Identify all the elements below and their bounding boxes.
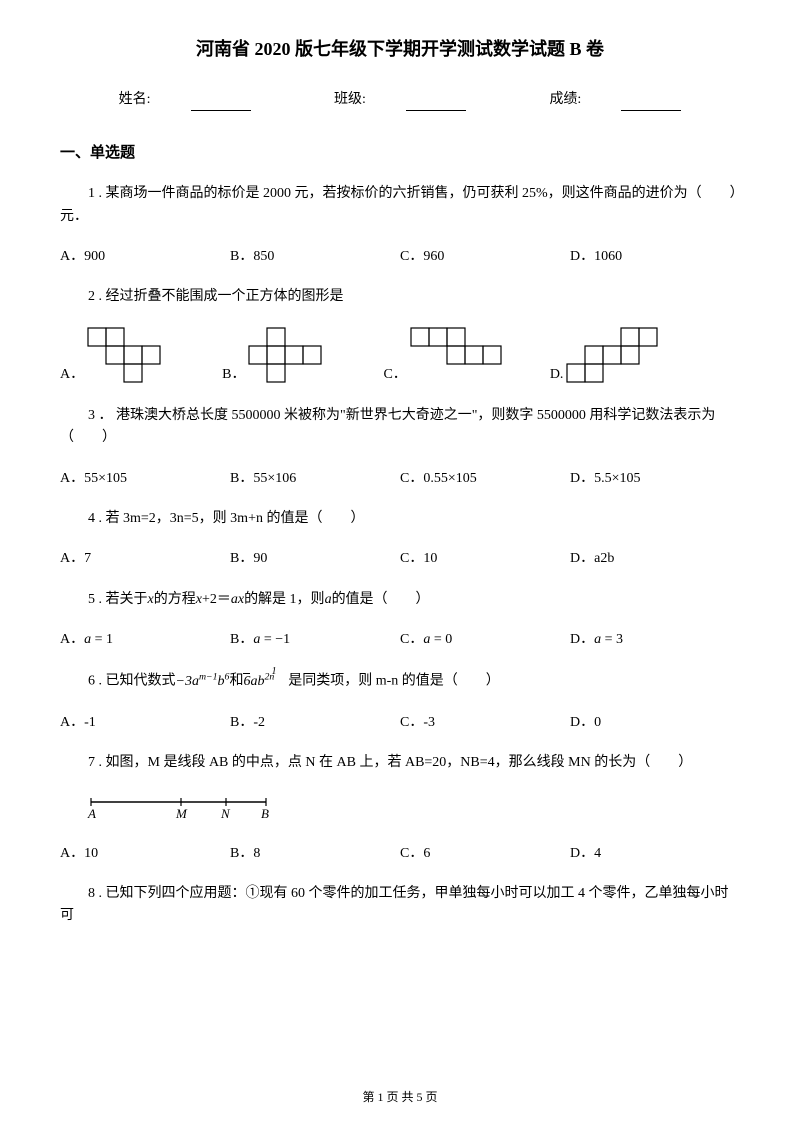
q4-opt-d: D．a2b xyxy=(570,548,740,570)
q2-opt-b: B． xyxy=(222,327,343,387)
svg-text:N: N xyxy=(220,806,231,821)
q6-options: A．-1 B．-2 C．-3 D．0 xyxy=(60,712,740,734)
q3-opt-b: B．55×106 xyxy=(230,468,400,490)
q1-opt-a: A．900 xyxy=(60,246,230,268)
cube-net-a-icon xyxy=(87,327,182,387)
class-field: 班级: xyxy=(314,92,486,107)
question-2: 2 . 经过折叠不能围成一个正方体的图形是 xyxy=(60,286,740,308)
page-footer: 第 1 页 共 5 页 xyxy=(60,1088,740,1107)
question-1: 1 . 某商场一件商品的标价是 2000 元，若按标价的六折销售，仍可获利 25… xyxy=(60,183,740,228)
q3-opt-a: A．55×105 xyxy=(60,468,230,490)
q7-opt-a: A．10 xyxy=(60,843,230,865)
name-field: 姓名: xyxy=(99,92,271,107)
question-8: 8 . 已知下列四个应用题：①现有 60 个零件的加工任务，甲单独每小时可以加工… xyxy=(60,883,740,928)
q4-opt-c: C．10 xyxy=(400,548,570,570)
svg-text:M: M xyxy=(175,806,188,821)
section-1-header: 一、单选题 xyxy=(60,141,740,165)
q3-opt-c: C．0.55×105 xyxy=(400,468,570,490)
question-5: 5 . 若关于x的方程x+2＝ax的解是 1，则a的值是（ ） xyxy=(60,589,740,611)
cube-net-b-icon xyxy=(248,327,343,387)
q1-opt-c: C．960 xyxy=(400,246,570,268)
q4-options: A．7 B．90 C．10 D．a2b xyxy=(60,548,740,570)
q7-options: A．10 B．8 C．6 D．4 xyxy=(60,843,740,865)
cube-net-d-icon xyxy=(566,327,666,387)
q5-options: A．a = 1 B．a = −1 C．a = 0 D．a = 3 xyxy=(60,629,740,651)
q2-opt-a: A． xyxy=(60,327,182,387)
q6-opt-b: B．-2 xyxy=(230,712,400,734)
q3-options: A．55×105 B．55×106 C．0.55×105 D．5.5×105 xyxy=(60,468,740,490)
q7-opt-c: C．6 xyxy=(400,843,570,865)
q6-opt-d: D．0 xyxy=(570,712,740,734)
svg-text:A: A xyxy=(87,806,96,821)
segment-ab-icon: A M N B xyxy=(86,792,286,822)
q5-opt-d: D．a = 3 xyxy=(570,629,740,651)
svg-text:B: B xyxy=(261,806,269,821)
exam-title: 河南省 2020 版七年级下学期开学测试数学试题 B 卷 xyxy=(60,35,740,64)
q4-opt-b: B．90 xyxy=(230,548,400,570)
q1-opt-d: D．1060 xyxy=(570,246,740,268)
line-segment-diagram: A M N B xyxy=(86,792,740,830)
q7-opt-b: B．8 xyxy=(230,843,400,865)
score-field: 成绩: xyxy=(529,92,701,107)
q2-opt-c: C． xyxy=(383,327,509,387)
q5-opt-a: A．a = 1 xyxy=(60,629,230,651)
q6-opt-c: C．-3 xyxy=(400,712,570,734)
q1-opt-b: B．850 xyxy=(230,246,400,268)
cube-net-c-icon xyxy=(410,327,510,387)
q1-options: A．900 B．850 C．960 D．1060 xyxy=(60,246,740,268)
q5-opt-c: C．a = 0 xyxy=(400,629,570,651)
q2-options: A． B． C． xyxy=(60,327,740,387)
q5-opt-b: B．a = −1 xyxy=(230,629,400,651)
student-info: 姓名: 班级: 成绩: xyxy=(60,89,740,111)
question-6: 6 . 已知代数式−3am−1b6和16ab2n 是同类项，则 m-n 的值是（… xyxy=(60,669,740,693)
question-3: 3 ． 港珠澳大桥总长度 5500000 米被称为"新世界七大奇迹之一"，则数字… xyxy=(60,405,740,450)
question-4: 4 . 若 3m=2，3n=5，则 3m+n 的值是（ ） xyxy=(60,508,740,530)
q3-opt-d: D．5.5×105 xyxy=(570,468,740,490)
question-7: 7 . 如图，M 是线段 AB 的中点，点 N 在 AB 上，若 AB=20，N… xyxy=(60,752,740,774)
q7-opt-d: D．4 xyxy=(570,843,740,865)
q6-opt-a: A．-1 xyxy=(60,712,230,734)
q4-opt-a: A．7 xyxy=(60,548,230,570)
q2-opt-d: D. xyxy=(550,327,667,387)
